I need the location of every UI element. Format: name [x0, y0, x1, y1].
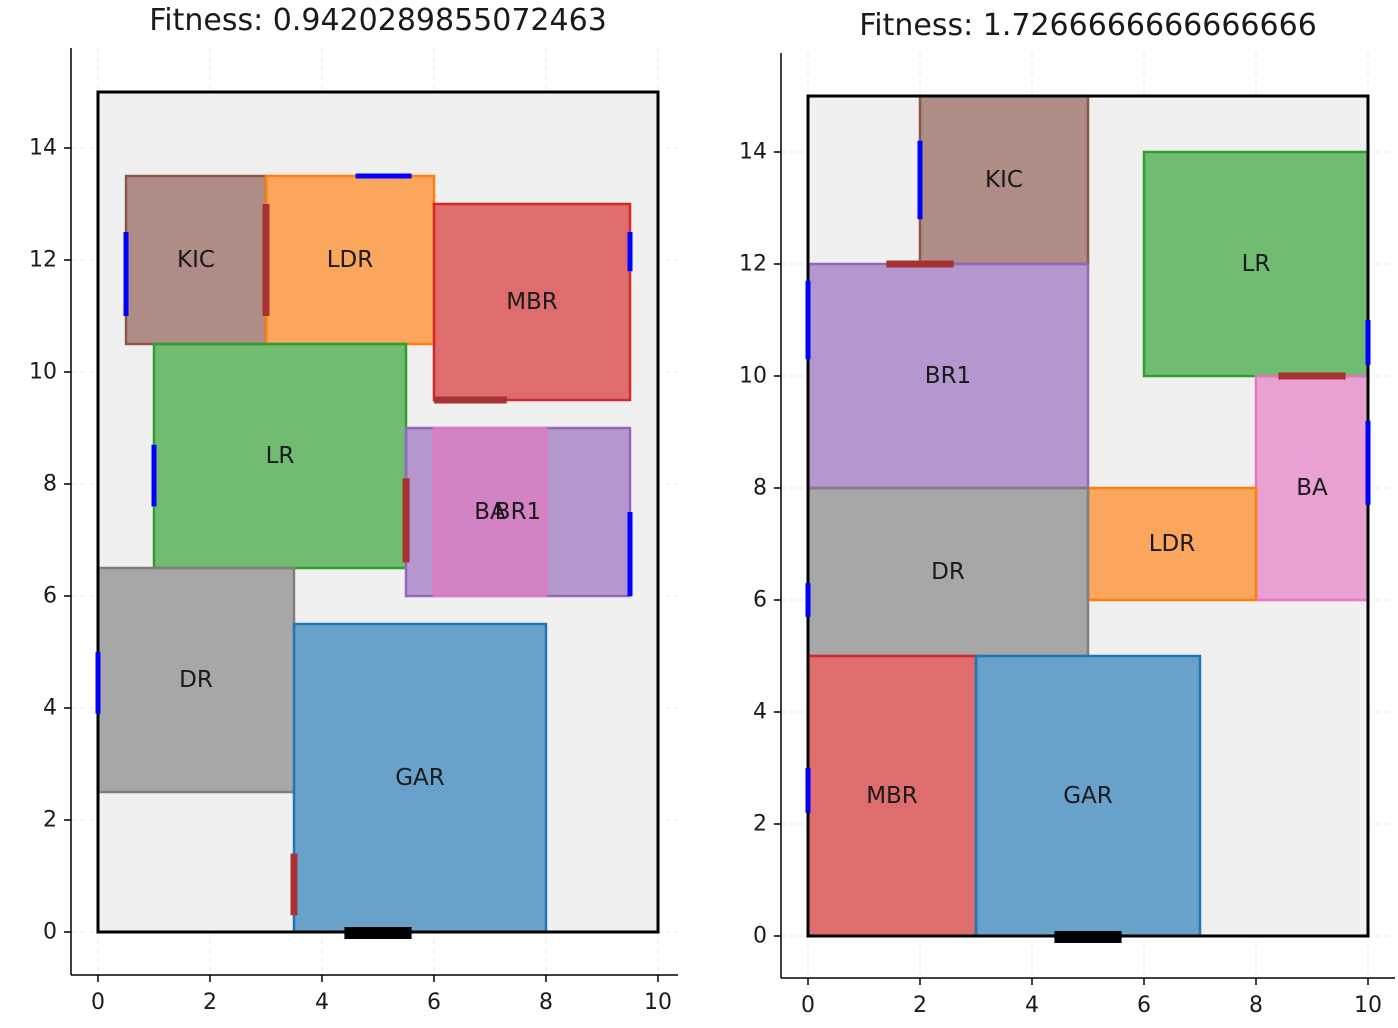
- chart-title: Fitness: 1.7266666666666666: [859, 8, 1317, 43]
- x-tick-label: 4: [1025, 993, 1039, 1018]
- room-ba: [1254, 374, 1370, 602]
- room-dr: [96, 566, 296, 794]
- room-label-mbr: MBR: [506, 289, 558, 315]
- y-tick-label: 6: [43, 584, 57, 609]
- room-label-lr: LR: [266, 443, 295, 469]
- rooms: [96, 174, 632, 934]
- x-tick-label: 2: [203, 990, 217, 1015]
- room-label-ldr: LDR: [1149, 531, 1196, 557]
- y-tick-label: 0: [43, 920, 57, 945]
- room-label-kic: KIC: [177, 247, 215, 273]
- y-tick-label: 4: [43, 696, 57, 721]
- y-tick-label: 2: [753, 812, 767, 837]
- x-tick-label: 10: [1354, 993, 1382, 1018]
- room-label-ba: BA: [1296, 475, 1328, 501]
- room-label-kic: KIC: [985, 167, 1023, 193]
- y-tick-label: 8: [43, 472, 57, 497]
- room-label-gar: GAR: [395, 765, 445, 791]
- doors: [886, 260, 1346, 380]
- y-tick-label: 10: [29, 360, 57, 385]
- x-tick-label: 8: [539, 990, 553, 1015]
- x-tick-label: 10: [644, 990, 672, 1015]
- y-tick-label: 10: [739, 364, 767, 389]
- room-labels: KIC LR BR1 BA LDR DR MBR GAR: [866, 167, 1328, 809]
- windows: [95, 173, 633, 714]
- y-tick-label: 0: [753, 924, 767, 949]
- x-tick-label: 8: [1249, 993, 1263, 1018]
- x-tick-label: 2: [913, 993, 927, 1018]
- y-tick-label: 14: [739, 140, 767, 165]
- floorplan-panel-2: KIC LR BR1 BA LDR DR MBR GAR 0 2 4 6 8 10 0 2 4 6 8 10 12 14 F…: [739, 8, 1395, 1018]
- y-tick-label: 12: [739, 252, 767, 277]
- room-label-lr: LR: [1242, 251, 1271, 277]
- room-label-gar: GAR: [1063, 783, 1113, 809]
- room-label-mbr: MBR: [866, 783, 918, 809]
- room-label-dr: DR: [931, 559, 965, 585]
- room-ba: [432, 426, 548, 598]
- room-label-br1: BR1: [925, 363, 971, 389]
- room-label-br1: BR1: [495, 499, 541, 525]
- room-dr: [806, 486, 1090, 658]
- room-label-dr: DR: [179, 667, 213, 693]
- y-tick-label: 2: [43, 808, 57, 833]
- y-tick-label: 8: [753, 476, 767, 501]
- doors: [262, 204, 507, 916]
- y-tick-label: 12: [29, 248, 57, 273]
- rooms: [806, 94, 1370, 938]
- x-tick-label: 6: [427, 990, 441, 1015]
- x-tick-label: 0: [91, 990, 105, 1015]
- y-tick-label: 14: [29, 136, 57, 161]
- room-label-ba: BA: [474, 499, 506, 525]
- room-label-ldr: LDR: [327, 247, 374, 273]
- room-mbr: [432, 202, 632, 402]
- x-tick-label: 0: [801, 993, 815, 1018]
- x-tick-label: 6: [1137, 993, 1151, 1018]
- y-tick-label: 4: [753, 700, 767, 725]
- room-kic: [918, 94, 1090, 266]
- x-tick-label: 4: [315, 990, 329, 1015]
- windows: [805, 140, 1371, 813]
- chart-title: Fitness: 0.9420289855072463: [149, 3, 607, 38]
- y-tick-label: 6: [753, 588, 767, 613]
- room-ldr: [1086, 486, 1258, 602]
